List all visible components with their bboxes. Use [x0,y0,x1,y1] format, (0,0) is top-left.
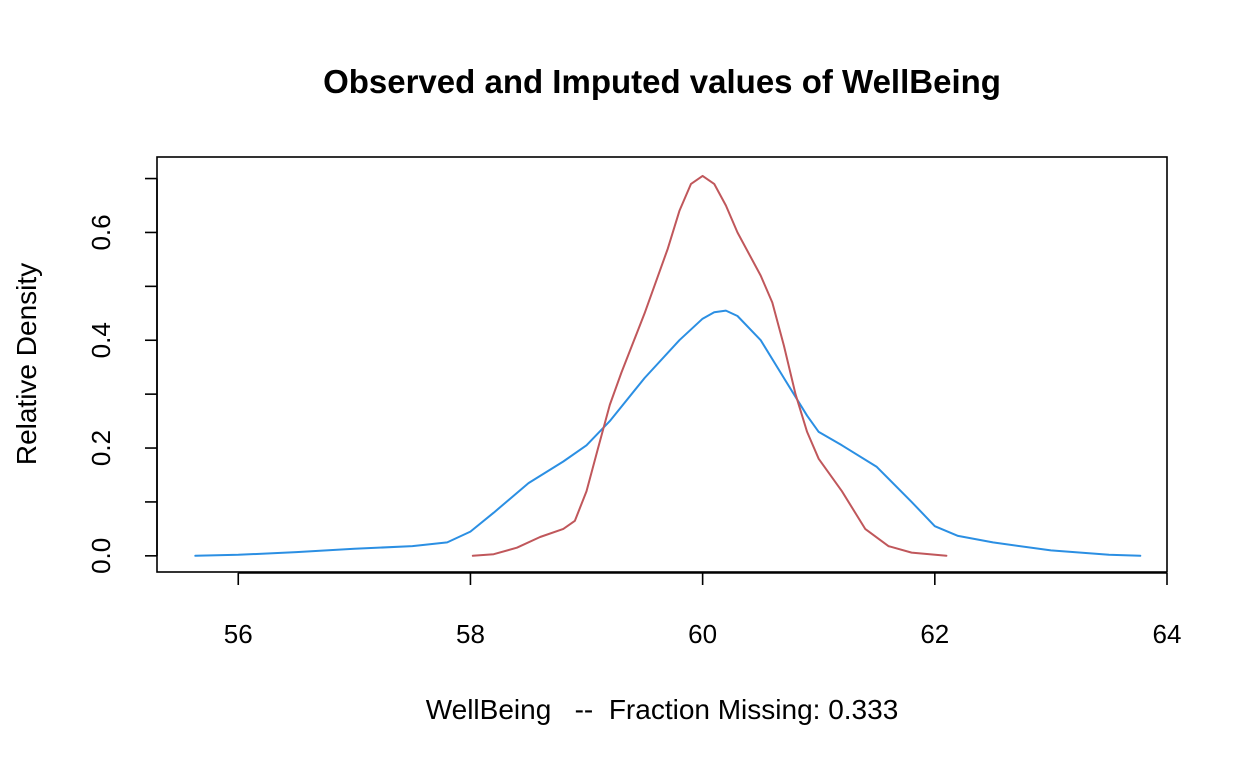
plot-frame [156,156,1168,573]
chart-title: Observed and Imputed values of WellBeing [323,63,1001,100]
y-tick-label: 0.2 [86,430,116,466]
x-axis: 56 58 60 62 64 [224,572,1182,649]
x-tick-label: 64 [1153,619,1182,649]
x-tick-label: 62 [920,619,949,649]
y-tick-label: 0.0 [86,538,116,574]
series-line-1 [194,309,1142,557]
series-group [194,174,1142,557]
x-tick-label: 58 [456,619,485,649]
y-axis-label: Relative Density [11,263,42,465]
y-tick-label: 0.4 [86,322,116,358]
series-line-2 [471,174,948,557]
y-axis: 0.0 0.2 0.4 0.6 [86,177,158,574]
y-tick-label: 0.6 [86,214,116,250]
x-tick-label: 56 [224,619,253,649]
x-tick-label: 60 [688,619,717,649]
x-axis-label: WellBeing -- Fraction Missing: 0.333 [426,694,899,725]
